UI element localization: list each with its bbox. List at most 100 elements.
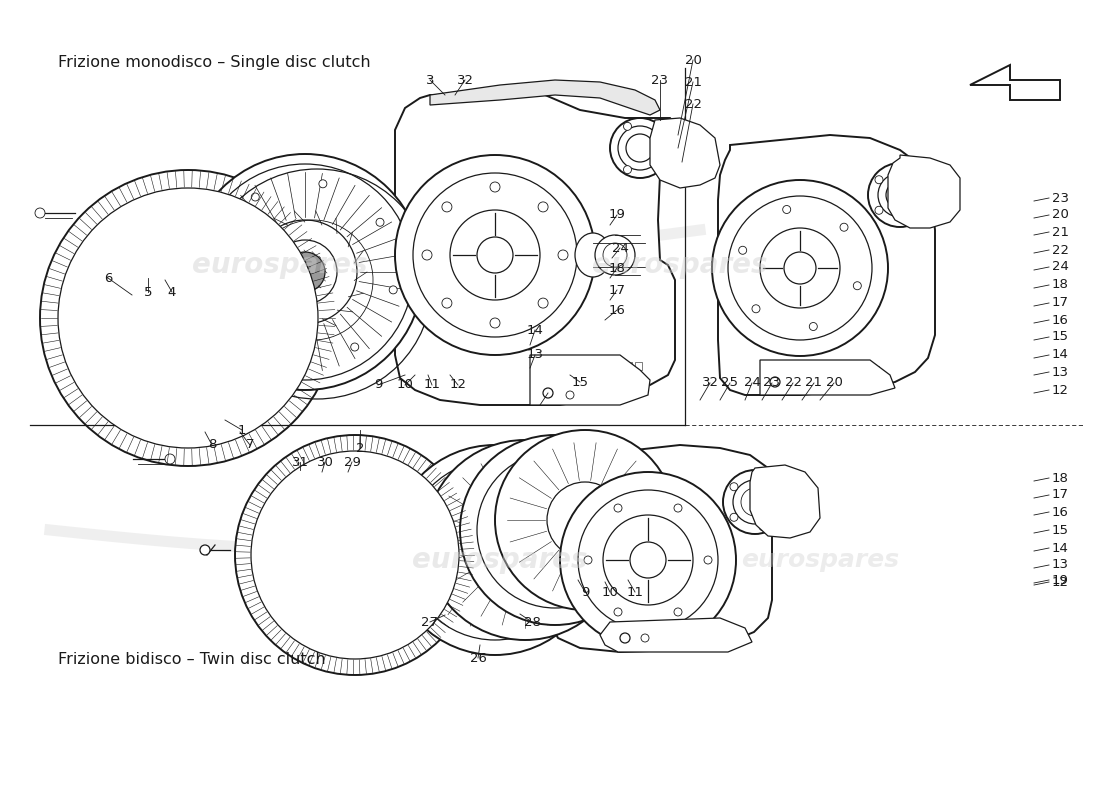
Text: 19: 19 xyxy=(1052,574,1069,586)
Circle shape xyxy=(319,180,327,188)
Circle shape xyxy=(460,435,650,625)
Bar xyxy=(585,362,592,370)
Circle shape xyxy=(251,451,459,659)
Circle shape xyxy=(585,482,645,542)
Text: 26: 26 xyxy=(470,651,486,665)
Circle shape xyxy=(187,154,424,390)
Circle shape xyxy=(730,482,738,490)
Circle shape xyxy=(267,467,443,643)
Circle shape xyxy=(614,608,622,616)
Text: Frizione monodisco – Single disc clutch: Frizione monodisco – Single disc clutch xyxy=(58,54,371,70)
Circle shape xyxy=(922,191,930,199)
Circle shape xyxy=(399,501,409,510)
Circle shape xyxy=(490,318,500,328)
Circle shape xyxy=(584,556,592,564)
Polygon shape xyxy=(970,65,1060,100)
Circle shape xyxy=(538,202,548,212)
Bar xyxy=(635,362,642,370)
Circle shape xyxy=(425,440,625,640)
Polygon shape xyxy=(760,360,895,395)
Circle shape xyxy=(886,181,914,209)
Circle shape xyxy=(618,126,662,170)
Text: 14: 14 xyxy=(1052,542,1069,554)
Circle shape xyxy=(603,515,693,605)
Text: 27: 27 xyxy=(421,615,439,629)
Text: 18: 18 xyxy=(1052,471,1069,485)
Circle shape xyxy=(723,470,786,534)
Text: 13: 13 xyxy=(527,349,543,362)
Circle shape xyxy=(490,182,500,192)
Text: 23: 23 xyxy=(651,74,669,86)
Polygon shape xyxy=(718,135,935,395)
Text: 20: 20 xyxy=(684,54,702,66)
Text: 13: 13 xyxy=(1052,558,1069,571)
Circle shape xyxy=(273,240,337,304)
Bar xyxy=(832,366,839,373)
Text: 22: 22 xyxy=(784,377,802,390)
Bar xyxy=(615,626,622,633)
Circle shape xyxy=(485,500,565,580)
Polygon shape xyxy=(395,95,680,405)
Text: 15: 15 xyxy=(1052,523,1069,537)
Bar xyxy=(575,362,582,370)
Circle shape xyxy=(442,298,452,308)
Bar xyxy=(645,626,652,633)
Circle shape xyxy=(770,377,780,387)
Circle shape xyxy=(40,170,336,466)
Bar xyxy=(812,366,820,373)
Circle shape xyxy=(771,490,795,514)
Circle shape xyxy=(704,556,712,564)
Text: 18: 18 xyxy=(1052,278,1069,291)
Circle shape xyxy=(614,504,622,512)
Bar xyxy=(556,362,562,370)
Circle shape xyxy=(108,238,268,398)
Circle shape xyxy=(874,176,883,184)
Text: 21: 21 xyxy=(1052,226,1069,238)
Text: 1: 1 xyxy=(238,423,246,437)
Circle shape xyxy=(94,313,103,323)
Polygon shape xyxy=(750,465,820,538)
Circle shape xyxy=(760,228,840,308)
Circle shape xyxy=(173,303,204,333)
Bar xyxy=(802,366,808,373)
Text: 15: 15 xyxy=(1052,330,1069,343)
Circle shape xyxy=(450,210,540,300)
Circle shape xyxy=(389,286,397,294)
Circle shape xyxy=(908,175,943,211)
Circle shape xyxy=(300,500,410,610)
Circle shape xyxy=(641,634,649,642)
Circle shape xyxy=(904,216,912,224)
Circle shape xyxy=(82,213,293,423)
Text: 9: 9 xyxy=(374,378,382,391)
Text: 12: 12 xyxy=(450,378,466,391)
Polygon shape xyxy=(530,355,650,405)
Circle shape xyxy=(300,501,310,510)
Circle shape xyxy=(759,474,767,482)
Text: 10: 10 xyxy=(602,586,618,598)
Text: 22: 22 xyxy=(684,98,702,110)
Circle shape xyxy=(915,183,935,203)
Text: 17: 17 xyxy=(1052,297,1069,310)
Circle shape xyxy=(235,435,475,675)
Circle shape xyxy=(420,550,430,560)
Bar xyxy=(792,366,799,373)
Circle shape xyxy=(285,252,324,292)
Circle shape xyxy=(138,235,148,245)
Bar xyxy=(605,362,612,370)
Text: 32: 32 xyxy=(702,377,718,390)
Circle shape xyxy=(854,282,861,290)
Text: 10: 10 xyxy=(397,378,414,391)
Text: 4: 4 xyxy=(168,286,176,298)
Circle shape xyxy=(40,170,336,466)
Circle shape xyxy=(868,163,932,227)
Circle shape xyxy=(200,545,210,555)
Circle shape xyxy=(777,498,785,506)
Bar xyxy=(675,626,682,633)
Text: eurospares: eurospares xyxy=(741,548,899,572)
Text: 5: 5 xyxy=(144,286,152,298)
Circle shape xyxy=(390,445,600,655)
Polygon shape xyxy=(430,80,660,115)
Circle shape xyxy=(228,391,238,401)
Text: 11: 11 xyxy=(627,586,644,598)
Circle shape xyxy=(160,290,216,346)
